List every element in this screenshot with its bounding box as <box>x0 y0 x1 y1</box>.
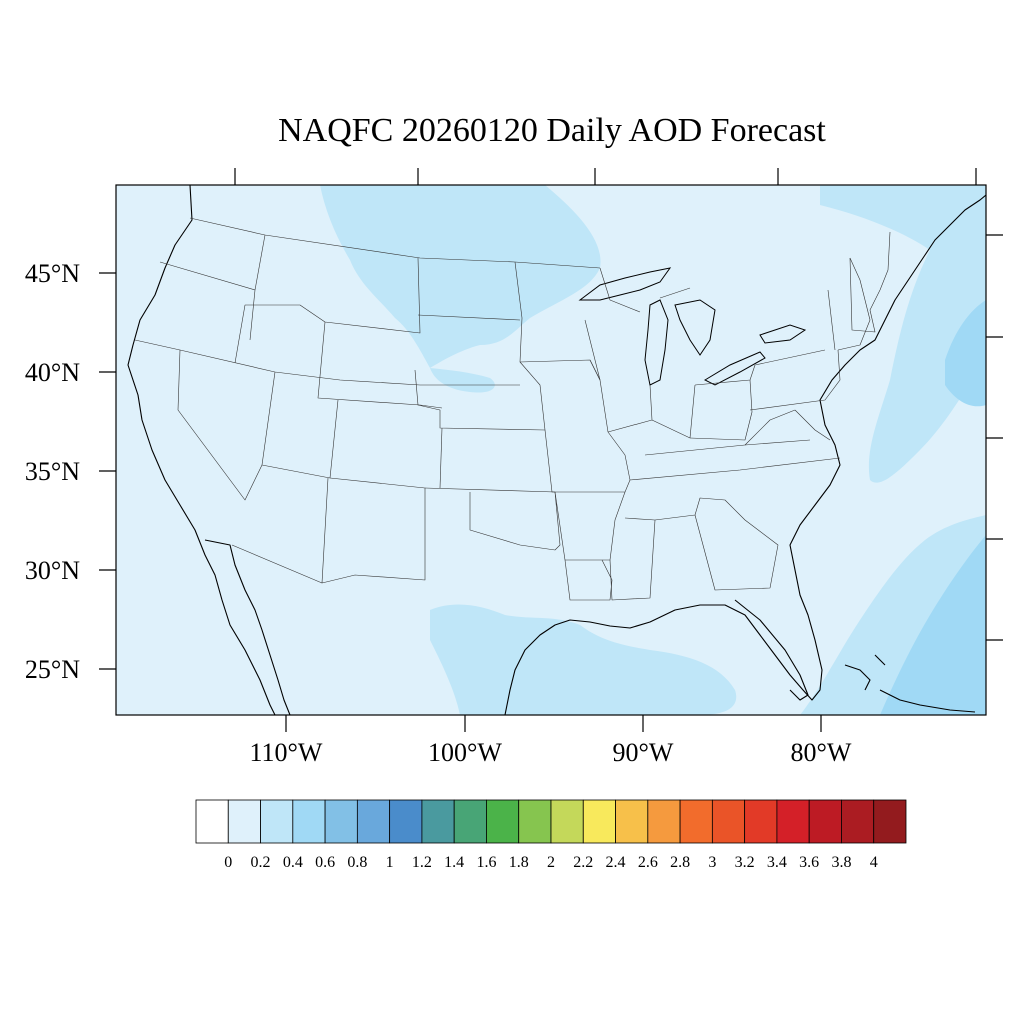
colorbar-swatch <box>615 799 649 844</box>
colorbar-tick-label: 2.4 <box>606 854 626 871</box>
colorbar-swatch <box>808 799 842 844</box>
colorbar-swatch <box>324 799 358 844</box>
colorbar-tick-label: 3.6 <box>799 854 819 871</box>
colorbar-swatch <box>195 799 229 844</box>
lon-label: 110°W <box>250 738 323 767</box>
colorbar-swatch <box>776 799 810 844</box>
bottom-ticks <box>285 715 822 732</box>
colorbar-tick-label: 2.2 <box>573 854 593 871</box>
colorbar-tick-label: 0.6 <box>315 854 335 871</box>
colorbar-tick-label: 1.6 <box>476 854 496 871</box>
colorbar-tick-label: 3.2 <box>735 854 755 871</box>
lake-michigan <box>644 299 669 386</box>
colorbar-swatch <box>227 799 261 844</box>
colorbar <box>195 799 907 844</box>
colorbar-tick-label: 0.4 <box>283 854 303 871</box>
colorbar-swatch <box>711 799 746 844</box>
lake-superior <box>578 267 672 301</box>
left-ticks <box>99 272 116 670</box>
colorbar-swatch <box>582 799 616 844</box>
lat-label: 45°N <box>25 259 80 288</box>
map-panel <box>116 185 986 715</box>
colorbar-tick-label: 1.2 <box>412 854 432 871</box>
colorbar-swatch <box>647 799 681 844</box>
colorbar-swatch <box>679 799 713 844</box>
lon-label: 100°W <box>428 738 502 767</box>
lake-huron <box>674 299 716 356</box>
lake-ontario <box>759 324 807 344</box>
lake-erie <box>703 351 766 386</box>
colorbar-tick-label: 1.8 <box>509 854 529 871</box>
colorbar-swatch <box>550 799 584 844</box>
coastline <box>127 185 986 715</box>
right-ticks <box>986 234 1003 641</box>
colorbar-tick-label: 0.2 <box>251 854 271 871</box>
lat-label: 30°N <box>25 556 80 585</box>
colorbar-tick-label: 1.4 <box>444 854 464 871</box>
colorbar-swatch <box>841 799 875 844</box>
colorbar-tick-label: 2 <box>547 854 555 871</box>
colorbar-swatch <box>421 799 455 844</box>
colorbar-swatch <box>744 799 778 844</box>
islands <box>844 654 976 713</box>
colorbar-labels: 0 0.2 0.4 0.6 0.8 1 1.2 1.4 1.6 1.8 2 2.2 2.4 2.6 2.8 3… <box>224 854 877 871</box>
colorbar-tick-label: 3.8 <box>831 854 851 871</box>
map-frame <box>115 184 987 716</box>
colorbar-swatch <box>292 799 326 844</box>
colorbar-swatch <box>389 799 423 844</box>
aod-field-04-06 <box>880 300 986 715</box>
colorbar-swatch <box>518 799 552 844</box>
colorbar-tick-label: 3.4 <box>767 854 787 871</box>
colorbar-tick-label: 1 <box>386 854 394 871</box>
lat-label: 40°N <box>25 358 80 387</box>
lon-label: 90°W <box>613 738 674 767</box>
latitude-labels: 45°N 40°N 35°N 30°N 25°N <box>25 259 80 684</box>
colorbar-swatch <box>260 799 294 844</box>
colorbar-swatch <box>453 799 487 844</box>
colorbar-tick-label: 3 <box>708 854 716 871</box>
top-ticks <box>234 168 977 185</box>
colorbar-swatch <box>873 799 907 844</box>
lat-label: 35°N <box>25 457 80 486</box>
lat-label: 25°N <box>25 655 80 684</box>
state-boundaries <box>134 217 891 601</box>
colorbar-tick-label: 2.6 <box>638 854 658 871</box>
map-title: NAQFC 20260120 Daily AOD Forecast <box>278 112 826 149</box>
colorbar-tick-label: 4 <box>870 854 878 871</box>
lon-label: 80°W <box>791 738 852 767</box>
colorbar-tick-label: 0.8 <box>347 854 367 871</box>
colorbar-swatch <box>356 799 391 844</box>
florida-coast <box>734 599 809 701</box>
colorbar-tick-label: 2.8 <box>670 854 690 871</box>
colorbar-tick-label: 0 <box>224 854 232 871</box>
colorbar-swatch <box>486 799 520 844</box>
longitude-labels: 110°W 100°W 90°W 80°W <box>250 738 852 767</box>
